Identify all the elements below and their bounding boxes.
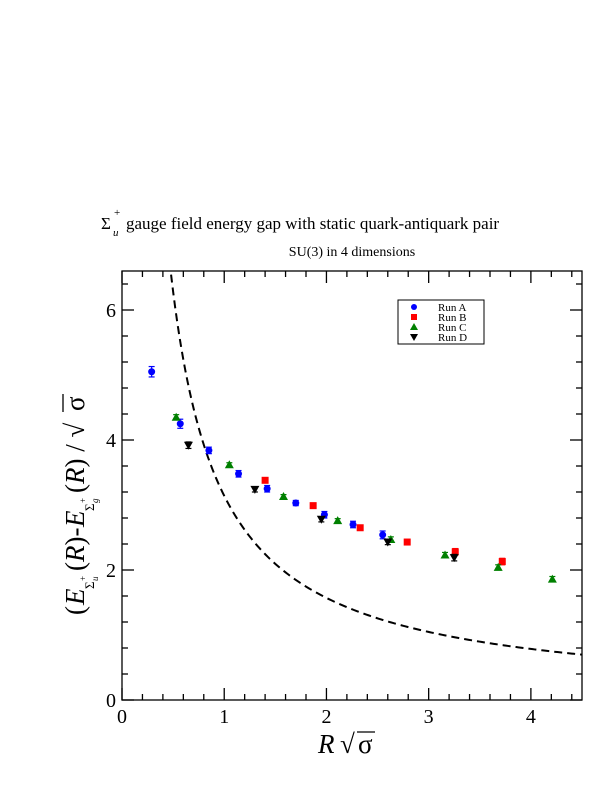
y-axis-label-r1: (R)-	[60, 528, 90, 571]
x-tick-label: 1	[219, 706, 229, 728]
legend-label-run-c: Run C	[438, 322, 466, 334]
data-point-run-a	[349, 521, 357, 528]
legend-label-run-d: Run D	[438, 332, 467, 344]
data-point-run-d	[383, 538, 393, 547]
y-axis-label-sub2: Σ	[82, 503, 97, 511]
data-point-run-a	[379, 531, 387, 539]
y-axis-label-sub1-u: u	[90, 576, 100, 581]
y-axis-label-e1: E	[60, 588, 90, 606]
title-symbol-superscript: +	[114, 207, 120, 219]
legend-marker-run-c	[410, 323, 418, 330]
data-points	[148, 365, 557, 583]
chart-title: Σ + u gauge field energy gap with static…	[101, 207, 499, 239]
y-axis: 0 2 4 6	[106, 283, 582, 712]
title-symbol: Σ	[101, 214, 111, 233]
data-point-run-a	[292, 499, 300, 507]
data-point-run-a	[148, 368, 156, 376]
data-point-run-c	[493, 562, 503, 571]
x-tick-label: 2	[321, 706, 331, 728]
y-axis-label-sub1-plus: +	[78, 576, 88, 581]
series-run-a	[148, 365, 387, 540]
dashed-curve-line	[170, 274, 583, 656]
data-point-run-b	[309, 502, 317, 510]
data-point-run-c	[333, 516, 343, 525]
y-axis-label-r2: (R) / √	[60, 423, 90, 493]
y-axis-label-e2: E	[60, 510, 90, 528]
legend-marker-run-d	[410, 334, 418, 341]
y-tick-label: 0	[106, 690, 116, 712]
x-axis-label-sqrt: √	[340, 729, 355, 759]
y-tick-label: 6	[106, 300, 116, 322]
chart-subtitle: SU(3) in 4 dimensions	[289, 245, 415, 260]
y-axis-label-open: (	[60, 606, 90, 615]
plot-frame	[121, 270, 583, 701]
y-axis-label-sigma: σ	[60, 396, 90, 411]
data-point-run-b	[403, 538, 411, 546]
x-axis-label-r: R	[317, 729, 335, 759]
data-point-run-c	[547, 574, 557, 583]
y-tick-label: 2	[106, 560, 116, 582]
chart-title-text: gauge field energy gap with static quark…	[126, 214, 499, 233]
data-point-run-c	[171, 412, 181, 421]
legend-marker-run-a	[411, 304, 417, 310]
data-point-run-b	[261, 476, 269, 484]
y-axis-label-sub1: Σ	[82, 581, 97, 589]
data-point-run-c	[440, 550, 450, 559]
data-point-run-d	[316, 515, 326, 524]
y-tick-label: 4	[106, 430, 116, 452]
legend-marker-run-b	[411, 314, 417, 320]
data-point-run-c	[279, 492, 289, 501]
plot-area	[121, 270, 583, 701]
legend-label-run-b: Run B	[438, 312, 466, 324]
title-symbol-subscript: u	[113, 227, 119, 239]
series-run-c	[171, 412, 557, 583]
x-axis-label: R √ σ	[317, 729, 375, 759]
data-point-run-d	[250, 485, 260, 494]
data-point-run-b	[451, 548, 459, 556]
x-tick-label: 0	[117, 706, 127, 728]
data-point-run-a	[176, 420, 184, 428]
y-axis-label: ( E Σ u + (R)- E Σ g + (R) / √ σ	[60, 394, 100, 615]
data-point-run-a	[205, 446, 213, 454]
series-run-b	[261, 476, 506, 566]
x-tick-label: 4	[526, 706, 536, 728]
data-point-run-a	[263, 485, 271, 493]
x-tick-label: 3	[424, 706, 434, 728]
data-point-run-d	[183, 441, 193, 450]
y-axis-label-sub2-plus: +	[78, 498, 88, 503]
data-point-run-b	[498, 558, 506, 566]
data-point-run-b	[356, 524, 364, 532]
data-point-run-a	[235, 470, 243, 478]
x-axis-label-sigma: σ	[358, 729, 373, 759]
x-axis: 0 1 2 3 4	[117, 271, 573, 728]
data-point-run-c	[224, 460, 234, 469]
reference-curve	[170, 274, 583, 656]
series-run-d	[183, 441, 459, 563]
legend-label-run-a: Run A	[438, 302, 466, 314]
y-axis-label-sub2-g: g	[90, 498, 100, 503]
data-point-run-d	[449, 554, 459, 563]
